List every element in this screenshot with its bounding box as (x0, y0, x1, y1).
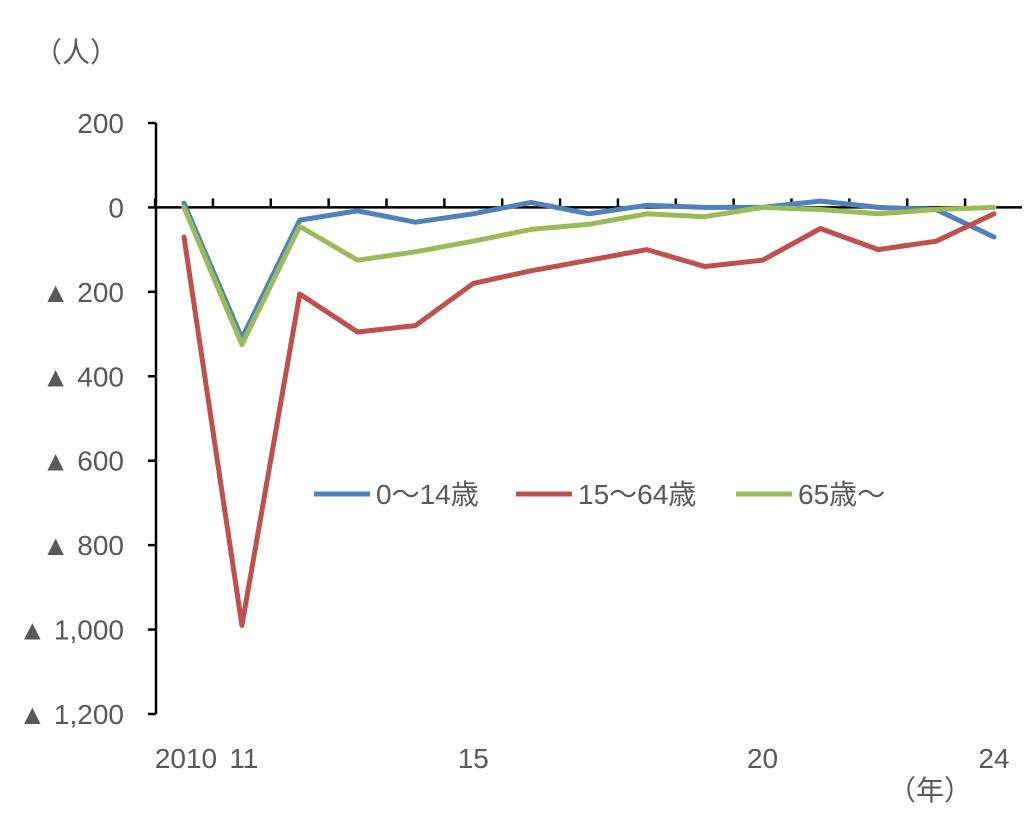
y-tick-label: ▲ 600 (42, 446, 124, 477)
y-tick-label: ▲ 800 (42, 530, 124, 561)
legend-label: 15～64歳 (578, 479, 696, 510)
x-tick-label: 15 (458, 743, 489, 774)
series-lines (181, 198, 997, 628)
y-tick-label: ▲ 400 (42, 361, 124, 392)
y-axis: 200 0 ▲ 200 ▲ 400 ▲ 600 ▲ 800 ▲ 1,000 ▲ 1,200 (18, 108, 158, 730)
series-line-2 (181, 204, 997, 348)
series-line-1 (181, 211, 997, 628)
legend: 0～14歳 15～64歳 65歳～ (314, 479, 885, 510)
x-tick-label: 20 (747, 743, 778, 774)
legend-label: 65歳～ (798, 479, 885, 510)
legend-label: 0～14歳 (376, 479, 479, 510)
y-unit-label: （人） (34, 37, 118, 68)
y-tick-label: ▲ 200 (42, 277, 124, 308)
y-tick-label: ▲ 1,000 (18, 615, 124, 646)
x-tick-label: 11 (229, 743, 258, 774)
x-unit-label: （年） (888, 775, 972, 806)
y-tick-label: 200 (77, 108, 124, 139)
y-tick-label: 0 (108, 192, 124, 223)
y-tick-label: ▲ 1,200 (18, 699, 124, 730)
x-tick-label: 2010 (155, 743, 217, 774)
series-line-0 (181, 198, 997, 341)
x-tick-label: 24 (978, 743, 1009, 774)
